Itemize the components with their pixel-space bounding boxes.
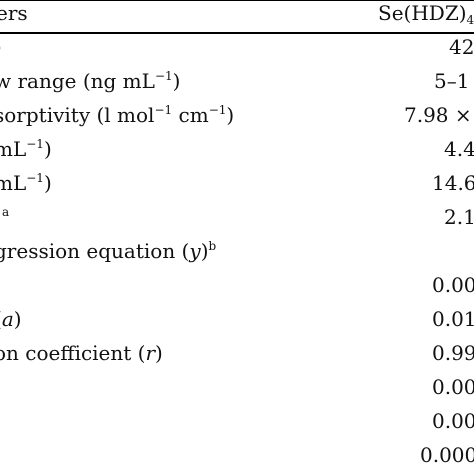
- table-row: mL−1) 14.6: [0, 166, 474, 200]
- table-row: 0.00: [0, 268, 474, 302]
- table-row: mL−1) 4.4: [0, 132, 474, 166]
- value-cell: 0.00: [432, 273, 474, 297]
- param-cell: mL−1): [0, 171, 52, 195]
- param-cell: w range (ng mL−1): [0, 69, 181, 93]
- header-reagent: Se(HDZ)4: [378, 1, 474, 27]
- table-row: (a) 0.01: [0, 302, 474, 336]
- table-header-row: ers Se(HDZ)4: [0, 0, 474, 30]
- table-row: 0.00: [0, 404, 474, 438]
- table-row: w range (ng mL−1) 5–1: [0, 64, 474, 98]
- value-cell: 4.4: [444, 137, 474, 161]
- value-cell: 0.00: [432, 409, 474, 433]
- value-cell: 0.00: [432, 375, 474, 399]
- param-cell: a: [2, 205, 10, 219]
- value-cell: 2.1: [444, 205, 474, 229]
- value-cell: 42: [449, 35, 474, 59]
- param-cell: on coefficient (r): [0, 341, 163, 365]
- value-cell: 5–1: [434, 69, 470, 93]
- param-cell: mL−1): [0, 137, 52, 161]
- table-row: sorptivity (l mol−1 cm−1) 7.98 ×: [0, 98, 474, 132]
- table-row: gression equation (y)b: [0, 234, 474, 268]
- param-cell: (a): [0, 307, 22, 331]
- table-top-rule: [0, 0, 474, 1]
- value-cell: 0.99: [432, 341, 474, 365]
- header-parameters: ers: [0, 1, 28, 25]
- table-row: 0.000: [0, 438, 474, 472]
- value-cell: 7.98 ×: [404, 103, 472, 127]
- table-row: on coefficient (r) 0.99: [0, 336, 474, 370]
- table-row: ) 42: [0, 30, 474, 64]
- value-cell: 14.6: [432, 171, 474, 195]
- param-cell: ): [0, 30, 2, 64]
- param-cell: gression equation (y)b: [0, 239, 217, 263]
- param-cell: sorptivity (l mol−1 cm−1): [0, 103, 235, 127]
- value-cell: 0.01: [432, 307, 474, 331]
- table-row: a 2.1: [0, 200, 474, 234]
- table-row: 0.00: [0, 370, 474, 404]
- value-cell: 0.000: [420, 443, 474, 467]
- table-header-rule: [0, 32, 474, 34]
